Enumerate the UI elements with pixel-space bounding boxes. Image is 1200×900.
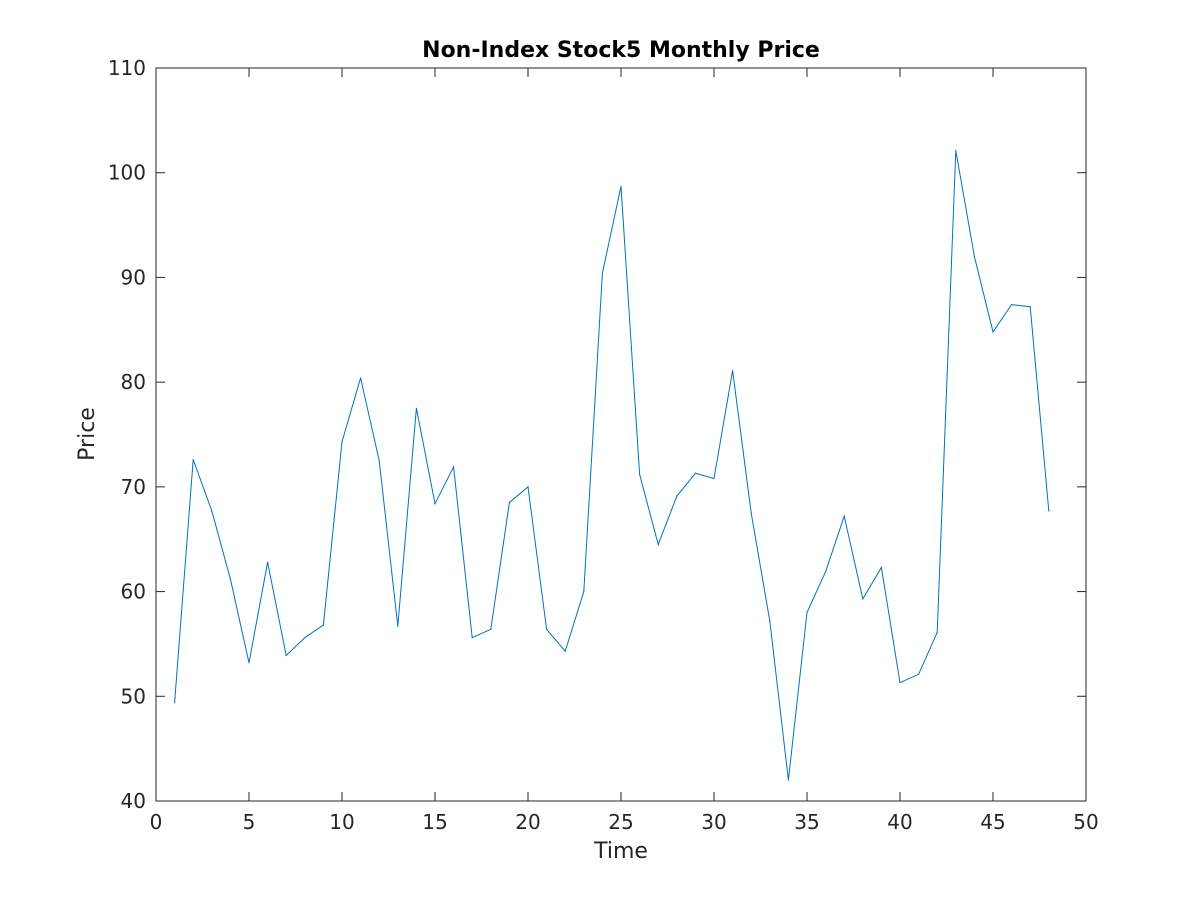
data-point	[601, 272, 604, 274]
y-tick-label: 90	[121, 265, 146, 289]
data-point	[248, 662, 250, 664]
data-point	[918, 673, 920, 675]
y-tick-label: 60	[121, 580, 146, 604]
data-point	[843, 515, 845, 517]
data-point	[508, 501, 510, 504]
x-tick-label: 5	[243, 810, 256, 834]
data-point	[583, 590, 585, 593]
x-tick-label: 40	[887, 810, 912, 834]
chart-title: Non-Index Stock5 Monthly Price	[422, 38, 820, 63]
x-tick-label: 30	[701, 810, 726, 834]
x-tick-label: 25	[608, 810, 633, 834]
data-point	[732, 370, 734, 372]
plot-area	[174, 150, 1050, 781]
data-point	[955, 150, 957, 152]
data-point	[787, 779, 790, 781]
data-point	[490, 628, 492, 630]
data-point	[880, 566, 883, 569]
data-point	[360, 377, 362, 379]
data-point	[992, 331, 994, 333]
data-point	[267, 561, 269, 563]
x-axis-label: Time	[593, 839, 648, 864]
data-point	[527, 486, 529, 488]
data-point	[564, 650, 566, 652]
data-point	[434, 503, 436, 505]
x-tick-label: 10	[329, 810, 354, 834]
x-tick-label: 50	[1073, 810, 1098, 834]
data-point	[378, 460, 380, 462]
data-point	[825, 571, 827, 573]
x-tick-label: 45	[980, 810, 1005, 834]
data-point	[657, 543, 659, 546]
y-ticks: 40 50 60 70 80 90 100 110	[108, 56, 1086, 813]
y-tick-label: 80	[121, 370, 146, 394]
data-point	[769, 620, 771, 622]
data-point	[174, 701, 176, 704]
data-point	[973, 255, 976, 258]
data-point	[936, 631, 938, 634]
data-point	[862, 598, 864, 600]
data-point	[899, 682, 901, 684]
x-tick-label: 15	[422, 810, 447, 834]
y-axis-label: Price	[75, 407, 100, 461]
data-point	[285, 654, 287, 657]
y-tick-label: 40	[121, 789, 146, 813]
data-point	[676, 495, 678, 497]
data-point	[397, 625, 399, 627]
data-point	[341, 441, 343, 443]
data-point	[415, 407, 417, 409]
data-point	[713, 477, 715, 480]
data-point	[1011, 304, 1013, 306]
series-line	[174, 150, 1050, 781]
data-point	[1048, 510, 1050, 512]
data-point	[1029, 306, 1031, 308]
x-ticks: 0 5 10 15 20 25 30 35 40 45 50	[150, 68, 1099, 834]
data-point	[546, 628, 548, 630]
data-point	[229, 578, 231, 580]
data-point	[453, 466, 455, 468]
data-point	[620, 185, 622, 187]
data-point	[304, 637, 306, 639]
y-tick-label: 70	[121, 475, 146, 499]
y-tick-label: 100	[108, 161, 146, 185]
y-tick-label: 110	[108, 56, 146, 80]
x-tick-label: 35	[794, 810, 819, 834]
data-point	[471, 637, 473, 639]
data-point	[806, 611, 808, 614]
y-tick-label: 50	[121, 684, 146, 708]
data-point	[192, 459, 194, 461]
x-tick-label: 20	[515, 810, 540, 834]
plot-background	[156, 68, 1086, 801]
data-point	[694, 472, 697, 474]
data-point	[211, 510, 213, 512]
data-point	[322, 624, 324, 626]
data-point	[750, 512, 752, 514]
x-tick-label: 0	[150, 810, 163, 834]
data-point	[639, 473, 641, 475]
